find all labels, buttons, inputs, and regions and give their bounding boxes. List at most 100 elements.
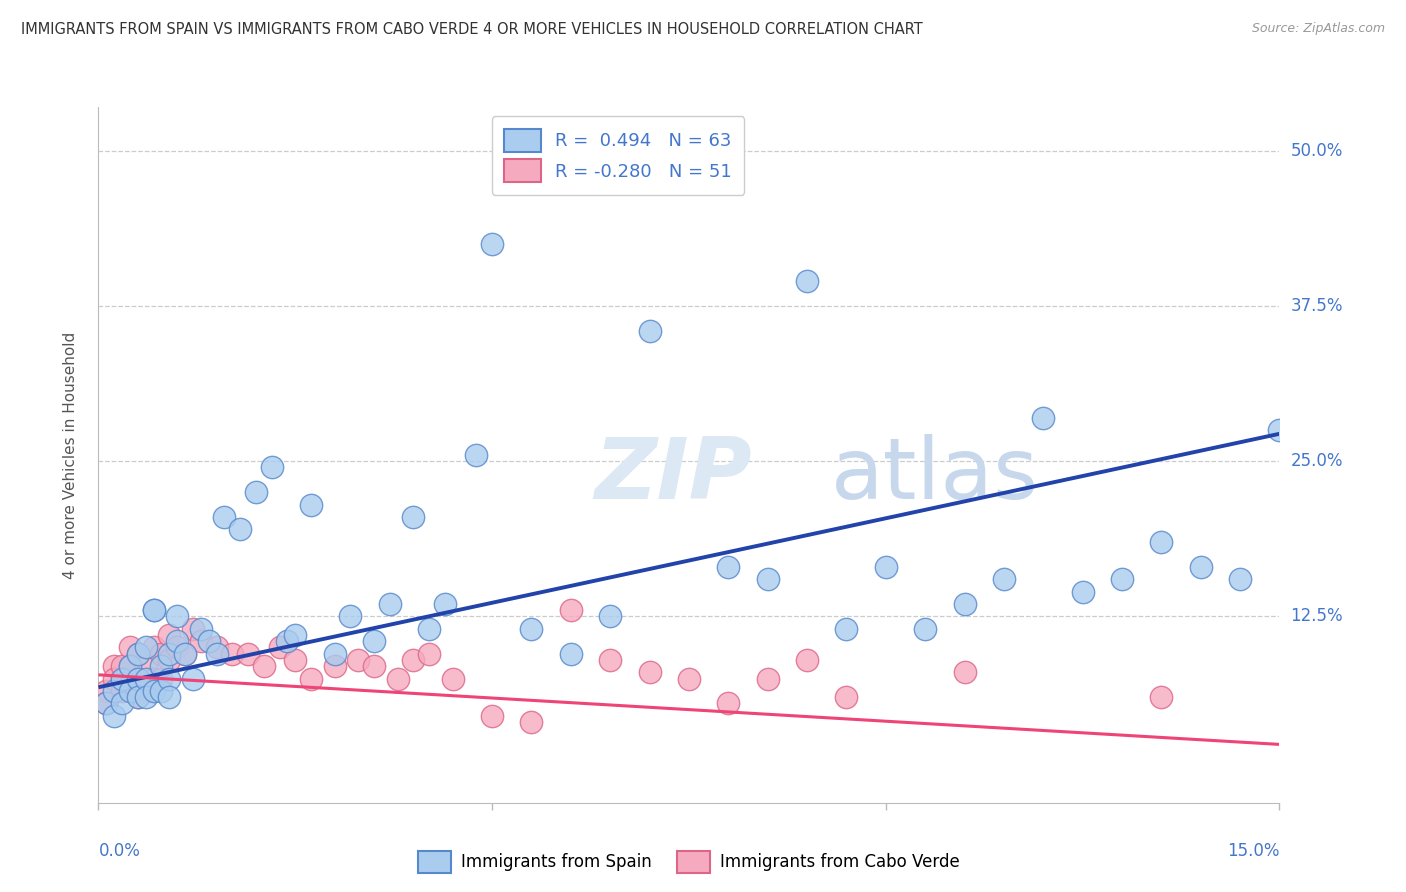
Point — [205, 647, 228, 661]
Point — [433, 597, 456, 611]
Point — [150, 672, 173, 686]
Point — [157, 647, 180, 661]
Point — [299, 672, 322, 686]
Point — [253, 659, 276, 673]
Point — [157, 653, 180, 667]
Point — [299, 498, 322, 512]
Point — [190, 622, 212, 636]
Point — [465, 448, 488, 462]
Point — [363, 659, 385, 673]
Point — [127, 690, 149, 705]
Point — [150, 684, 173, 698]
Point — [142, 603, 165, 617]
Point — [796, 274, 818, 288]
Point — [118, 659, 141, 673]
Point — [378, 597, 401, 611]
Point — [1229, 572, 1251, 586]
Point — [441, 672, 464, 686]
Point — [418, 622, 440, 636]
Legend: Immigrants from Spain, Immigrants from Cabo Verde: Immigrants from Spain, Immigrants from C… — [411, 845, 967, 880]
Point — [103, 659, 125, 673]
Point — [638, 665, 661, 680]
Point — [1150, 690, 1173, 705]
Text: 25.0%: 25.0% — [1291, 452, 1343, 470]
Point — [214, 510, 236, 524]
Point — [96, 697, 118, 711]
Point — [717, 697, 740, 711]
Point — [174, 647, 197, 661]
Point — [111, 672, 134, 686]
Text: IMMIGRANTS FROM SPAIN VS IMMIGRANTS FROM CABO VERDE 4 OR MORE VEHICLES IN HOUSEH: IMMIGRANTS FROM SPAIN VS IMMIGRANTS FROM… — [21, 22, 922, 37]
Point — [1071, 584, 1094, 599]
Point — [150, 659, 173, 673]
Point — [150, 647, 173, 661]
Point — [157, 690, 180, 705]
Point — [678, 672, 700, 686]
Legend: R =  0.494   N = 63, R = -0.280   N = 51: R = 0.494 N = 63, R = -0.280 N = 51 — [492, 116, 744, 195]
Point — [560, 603, 582, 617]
Point — [284, 653, 307, 667]
Point — [118, 678, 141, 692]
Point — [127, 647, 149, 661]
Point — [157, 672, 180, 686]
Point — [953, 597, 976, 611]
Text: ZIP: ZIP — [595, 434, 752, 517]
Point — [1189, 559, 1212, 574]
Point — [190, 634, 212, 648]
Point — [1111, 572, 1133, 586]
Point — [135, 640, 157, 655]
Point — [103, 684, 125, 698]
Point — [560, 647, 582, 661]
Point — [166, 609, 188, 624]
Text: 37.5%: 37.5% — [1291, 297, 1343, 315]
Point — [481, 708, 503, 723]
Point — [599, 609, 621, 624]
Point — [260, 460, 283, 475]
Point — [717, 559, 740, 574]
Point — [914, 622, 936, 636]
Point — [875, 559, 897, 574]
Point — [166, 634, 188, 648]
Point — [118, 659, 141, 673]
Point — [205, 640, 228, 655]
Point — [245, 485, 267, 500]
Point — [181, 672, 204, 686]
Point — [142, 603, 165, 617]
Point — [347, 653, 370, 667]
Text: Source: ZipAtlas.com: Source: ZipAtlas.com — [1251, 22, 1385, 36]
Point — [181, 622, 204, 636]
Point — [221, 647, 243, 661]
Point — [135, 659, 157, 673]
Point — [96, 684, 118, 698]
Point — [418, 647, 440, 661]
Text: 0.0%: 0.0% — [98, 842, 141, 860]
Point — [387, 672, 409, 686]
Point — [756, 572, 779, 586]
Point — [197, 634, 219, 648]
Point — [111, 684, 134, 698]
Point — [276, 634, 298, 648]
Point — [953, 665, 976, 680]
Point — [481, 236, 503, 251]
Point — [1150, 535, 1173, 549]
Point — [166, 640, 188, 655]
Point — [269, 640, 291, 655]
Text: 12.5%: 12.5% — [1291, 607, 1343, 625]
Point — [520, 714, 543, 729]
Point — [103, 708, 125, 723]
Point — [323, 659, 346, 673]
Point — [835, 622, 858, 636]
Point — [111, 672, 134, 686]
Point — [236, 647, 259, 661]
Point — [127, 690, 149, 705]
Text: 15.0%: 15.0% — [1227, 842, 1279, 860]
Point — [638, 324, 661, 338]
Point — [96, 697, 118, 711]
Point — [135, 684, 157, 698]
Point — [127, 647, 149, 661]
Point — [135, 690, 157, 705]
Point — [157, 628, 180, 642]
Point — [993, 572, 1015, 586]
Point — [142, 684, 165, 698]
Point — [1032, 410, 1054, 425]
